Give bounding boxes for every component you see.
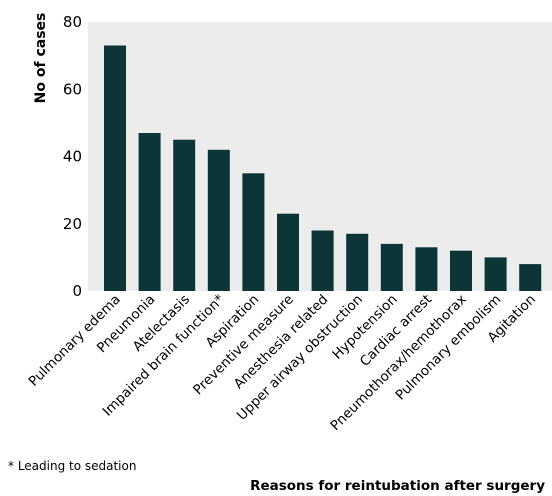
x-axis-label: Reasons for reintubation after surgery [250, 478, 545, 494]
bar [207, 149, 230, 291]
bar [138, 133, 161, 291]
bar [519, 264, 542, 291]
y-tick-label: 40 [63, 148, 82, 166]
y-tick-label: 20 [63, 215, 82, 233]
y-tick-label: 0 [72, 282, 82, 300]
bars-group [104, 45, 542, 291]
y-axis-label: No of cases [33, 13, 49, 104]
bar [450, 250, 472, 291]
bar [484, 257, 507, 291]
x-axis-category-labels: Pulmonary edemaPneumoniaAtelectasisImpai… [26, 291, 539, 434]
footnote: * Leading to sedation [8, 459, 137, 473]
y-axis-ticks: 0 20 40 60 80 [63, 13, 82, 300]
bar [346, 233, 369, 291]
bar [277, 213, 299, 291]
bar [380, 243, 403, 291]
bar [173, 139, 196, 291]
y-tick-label: 60 [63, 80, 82, 98]
bar [415, 247, 438, 291]
bar [242, 173, 265, 291]
bar [311, 230, 334, 291]
y-tick-label: 80 [63, 13, 82, 31]
bar [104, 45, 126, 291]
